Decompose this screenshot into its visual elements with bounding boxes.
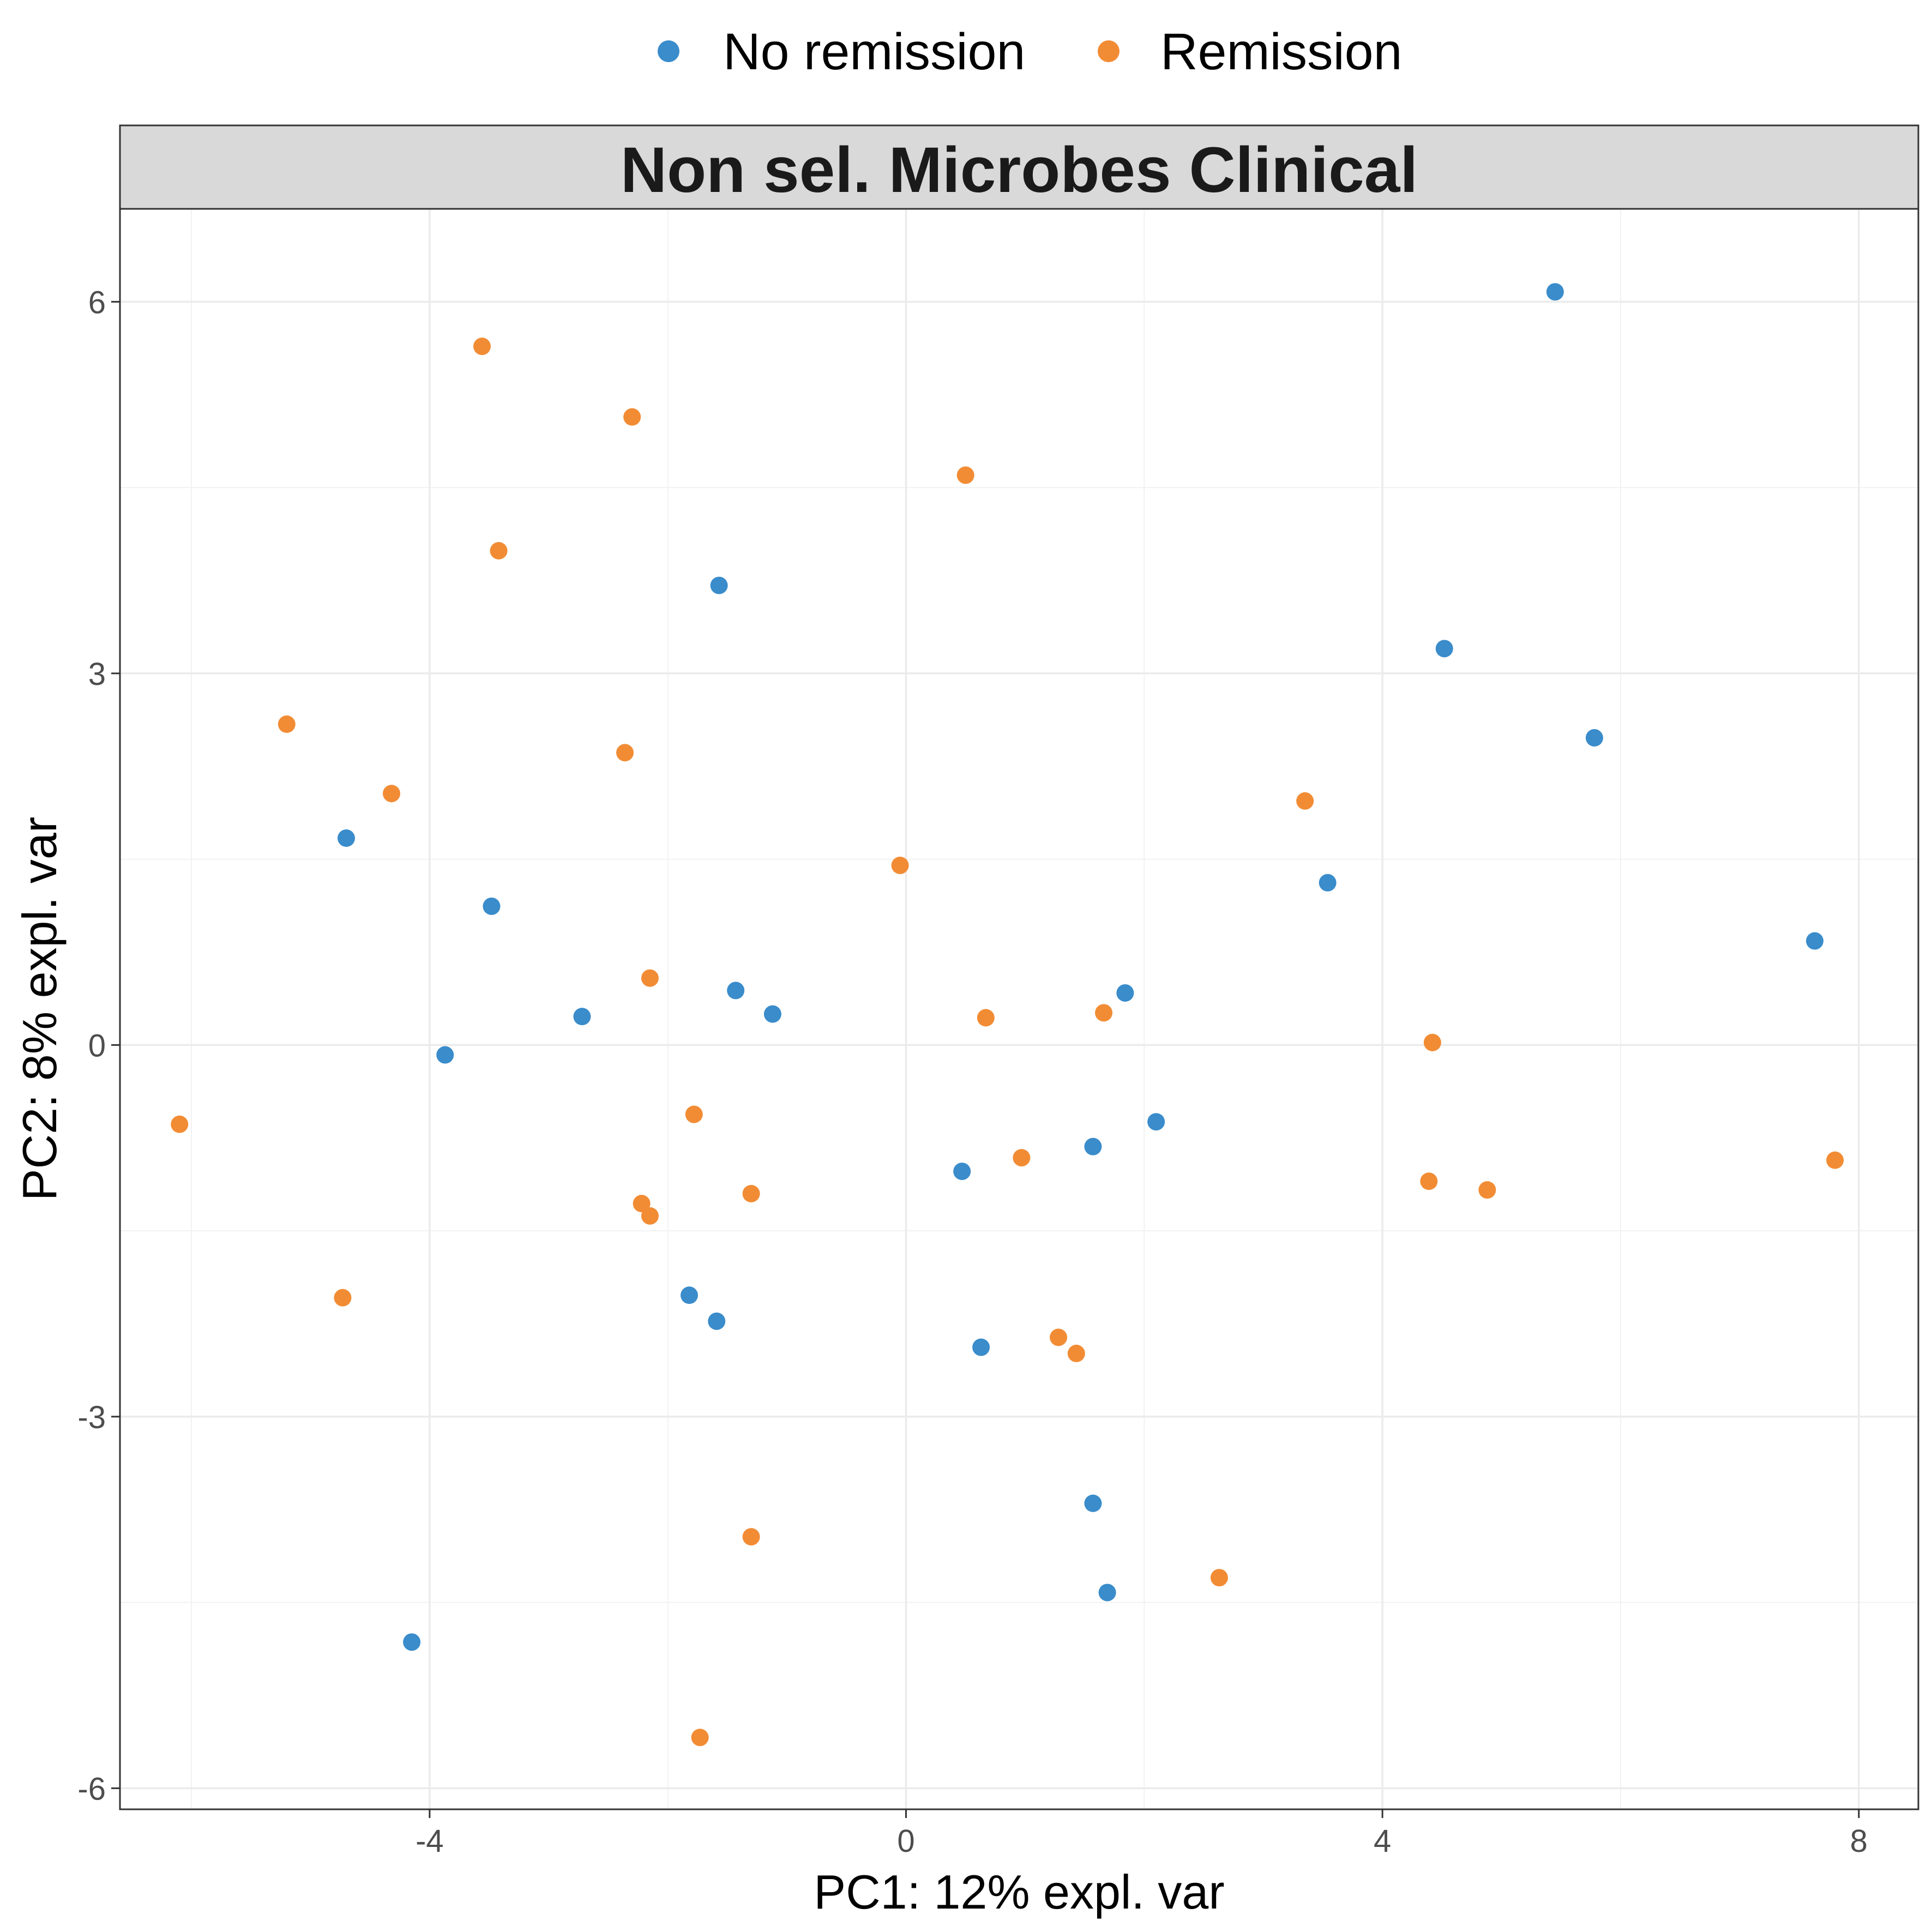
point-no-remission: [972, 1338, 990, 1356]
y-axis: -6 -3 0 3 6: [77, 285, 120, 1807]
point-no-remission: [1084, 1494, 1102, 1512]
point-remission: [171, 1115, 189, 1133]
point-remission: [623, 408, 641, 426]
x-axis-title: PC1: 12% expl. var: [814, 1865, 1224, 1919]
y-axis-title: PC2: 8% expl. var: [13, 817, 67, 1201]
point-no-remission: [1805, 932, 1823, 950]
grid-minor: [120, 209, 1918, 1809]
point-no-remission: [708, 1312, 726, 1330]
y-tick-label: -3: [77, 1400, 106, 1435]
legend-label-remission: Remission: [1160, 23, 1402, 81]
point-remission: [1067, 1345, 1085, 1363]
point-remission: [490, 541, 508, 559]
point-remission: [742, 1184, 760, 1202]
facet-strip-title: Non sel. Microbes Clinical: [621, 134, 1418, 206]
point-remission: [977, 1009, 995, 1027]
point-remission: [956, 466, 974, 484]
point-no-remission: [1585, 729, 1603, 747]
x-tick-label: 4: [1374, 1823, 1391, 1859]
point-no-remission: [403, 1633, 421, 1651]
grid-major: [120, 209, 1918, 1809]
point-no-remission: [436, 1046, 454, 1064]
point-no-remission: [573, 1008, 591, 1026]
point-remission: [382, 785, 400, 803]
facet-strip-background: [119, 124, 1919, 210]
point-remission: [1050, 1328, 1068, 1346]
point-no-remission: [1319, 874, 1337, 892]
point-no-remission: [337, 829, 355, 847]
data-points: [171, 283, 1844, 1747]
point-no-remission: [1084, 1137, 1102, 1155]
x-tick-label: -4: [416, 1823, 444, 1859]
x-tick-label: 0: [897, 1823, 914, 1859]
point-remission: [742, 1528, 760, 1546]
point-remission: [1478, 1181, 1496, 1199]
point-remission: [1296, 792, 1314, 810]
point-no-remission: [1147, 1113, 1165, 1131]
facet-strip: Non sel. Microbes Clinical: [119, 124, 1919, 210]
point-remission: [1826, 1151, 1844, 1169]
point-remission: [691, 1729, 709, 1747]
point-remission: [1210, 1569, 1228, 1587]
point-remission: [616, 744, 634, 762]
point-no-remission: [1546, 283, 1564, 301]
x-axis: -4 0 4 8: [416, 1809, 1868, 1859]
point-no-remission: [763, 1005, 781, 1023]
point-remission: [641, 969, 659, 987]
legend-label-no-remission: No remission: [723, 23, 1025, 81]
point-remission: [891, 856, 909, 874]
y-tick-label: 6: [88, 285, 106, 320]
point-remission: [641, 1207, 659, 1225]
point-no-remission: [953, 1163, 971, 1181]
point-remission: [685, 1105, 703, 1123]
point-remission: [1420, 1172, 1438, 1190]
point-remission: [473, 338, 491, 356]
point-no-remission: [681, 1286, 699, 1304]
legend: No remission Remission: [658, 23, 1402, 81]
point-remission: [1013, 1149, 1031, 1167]
point-no-remission: [483, 897, 501, 915]
y-tick-label: -6: [77, 1771, 106, 1807]
point-no-remission: [1098, 1584, 1116, 1602]
point-remission: [633, 1195, 651, 1213]
y-tick-label: 3: [88, 657, 106, 692]
point-remission: [1095, 1004, 1113, 1022]
point-no-remission: [1116, 984, 1134, 1002]
point-no-remission: [727, 982, 745, 1000]
x-tick-label: 8: [1850, 1823, 1868, 1859]
point-remission: [278, 715, 296, 733]
legend-marker-no-remission: [658, 40, 679, 62]
point-no-remission: [710, 576, 728, 594]
plot-panel-border: [119, 208, 1919, 1810]
plot-panel-background: [120, 209, 1918, 1809]
point-remission: [1423, 1033, 1441, 1051]
point-remission: [334, 1289, 352, 1307]
y-tick-label: 0: [88, 1028, 106, 1063]
legend-marker-remission: [1098, 40, 1120, 62]
point-no-remission: [1435, 640, 1453, 658]
